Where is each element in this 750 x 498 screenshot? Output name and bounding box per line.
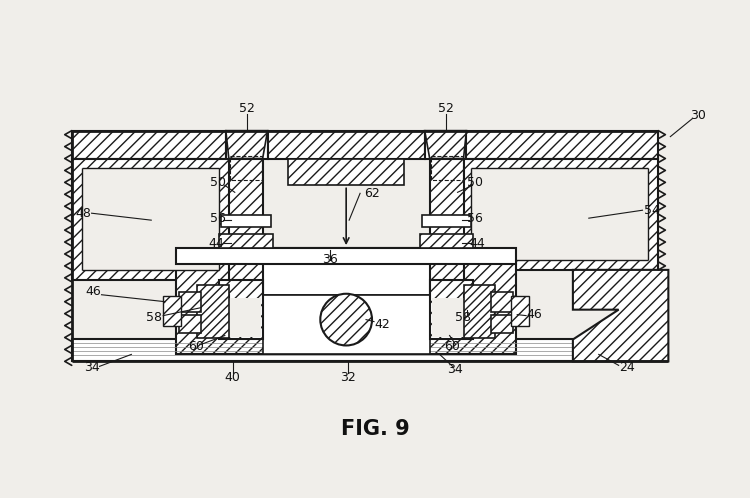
Bar [176, 248, 516, 355]
Bar [424, 130, 466, 158]
Bar [422, 215, 472, 227]
Text: 46: 46 [86, 285, 101, 298]
Text: 58: 58 [146, 311, 162, 324]
Bar [289, 158, 404, 185]
Bar [179, 315, 201, 333]
Bar [491, 292, 513, 312]
Text: 40: 40 [225, 371, 241, 384]
Text: 34: 34 [447, 363, 463, 376]
Circle shape [320, 294, 372, 346]
Bar [197, 285, 229, 339]
Text: 58: 58 [454, 311, 470, 324]
Text: 32: 32 [340, 371, 356, 384]
Text: 60: 60 [188, 340, 204, 353]
Bar [491, 315, 513, 333]
Text: 56: 56 [467, 212, 483, 225]
Bar [219, 234, 272, 248]
Bar [72, 158, 231, 280]
Bar [229, 158, 262, 295]
Bar [262, 248, 430, 295]
Bar [72, 158, 201, 185]
Bar [219, 295, 262, 340]
Text: 48: 48 [76, 207, 92, 220]
Bar [226, 130, 268, 158]
Bar [220, 298, 261, 337]
Bar [82, 168, 219, 270]
Bar [461, 158, 658, 270]
Bar [176, 248, 516, 264]
Bar [430, 155, 463, 180]
Polygon shape [430, 280, 473, 340]
Polygon shape [424, 130, 466, 158]
Polygon shape [226, 130, 268, 158]
Text: 60: 60 [444, 340, 460, 353]
Bar [164, 296, 181, 326]
Polygon shape [219, 280, 262, 340]
Bar [430, 158, 464, 295]
Text: 42: 42 [374, 318, 390, 331]
Text: FIG. 9: FIG. 9 [340, 419, 410, 439]
Bar [268, 130, 424, 158]
Text: 52: 52 [438, 102, 454, 115]
Text: 50: 50 [210, 176, 226, 189]
Bar [430, 295, 473, 340]
Bar [72, 340, 668, 362]
Bar [466, 130, 658, 158]
Text: 62: 62 [364, 187, 380, 200]
Bar [262, 295, 430, 355]
Text: 24: 24 [619, 361, 634, 374]
Text: 30: 30 [690, 109, 706, 122]
Text: 52: 52 [238, 102, 255, 115]
Text: 44: 44 [470, 237, 485, 249]
Text: 46: 46 [526, 308, 542, 321]
Bar [464, 285, 495, 339]
Polygon shape [573, 270, 668, 362]
Bar [446, 158, 658, 185]
Bar [420, 234, 473, 248]
Text: 36: 36 [322, 253, 338, 266]
Text: 56: 56 [210, 212, 226, 225]
Text: 54: 54 [644, 204, 659, 217]
Bar [72, 130, 226, 158]
Bar [220, 215, 271, 227]
Bar [512, 296, 530, 326]
Text: 44: 44 [208, 237, 224, 249]
Text: 50: 50 [467, 176, 484, 189]
Bar [472, 168, 649, 260]
Bar [179, 292, 201, 312]
Bar [432, 298, 472, 337]
Bar [230, 155, 262, 180]
Text: 34: 34 [84, 361, 100, 374]
